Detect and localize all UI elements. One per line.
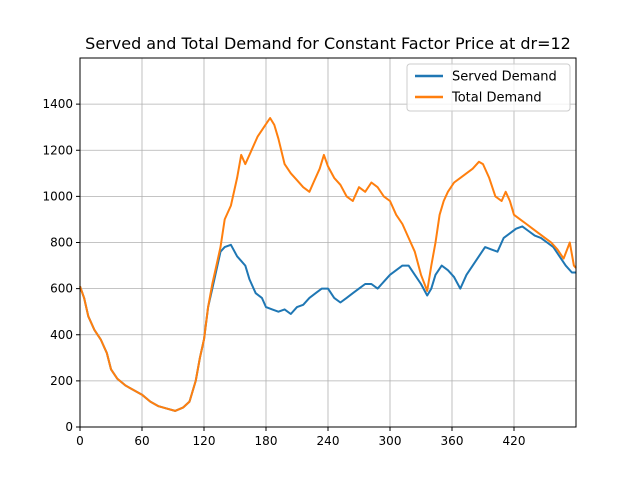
legend-label: Total Demand: [451, 91, 542, 106]
y-tick-label: 1400: [42, 97, 73, 111]
x-tick-label: 300: [379, 434, 402, 448]
legend-label: Served Demand: [452, 70, 557, 85]
x-axis: 0 60 120 180 240 300 360 420: [76, 427, 525, 448]
x-tick-label: 360: [441, 434, 464, 448]
y-axis: 0 200 400 600 800 1000 1200 1400: [42, 97, 80, 434]
series-layer: [79, 117, 577, 412]
y-tick-label: 800: [50, 236, 73, 250]
series-line-total-demand: [79, 117, 577, 412]
y-tick-label: 200: [50, 374, 73, 388]
chart-title: Served and Total Demand for Constant Fac…: [85, 34, 571, 53]
y-tick-label: 600: [50, 282, 73, 296]
x-tick-label: 60: [134, 434, 149, 448]
y-tick-label: 1200: [42, 143, 73, 157]
x-tick-label: 120: [193, 434, 216, 448]
grid: [79, 58, 576, 428]
x-tick-label: 0: [76, 434, 84, 448]
x-tick-label: 240: [317, 434, 340, 448]
legend: Served Demand Total Demand: [406, 63, 571, 112]
x-tick-label: 420: [503, 434, 526, 448]
y-tick-label: 1000: [42, 189, 73, 203]
x-tick-label: 180: [255, 434, 278, 448]
legend-box: [406, 63, 571, 112]
y-tick-label: 0: [65, 420, 73, 434]
y-tick-label: 400: [50, 328, 73, 342]
